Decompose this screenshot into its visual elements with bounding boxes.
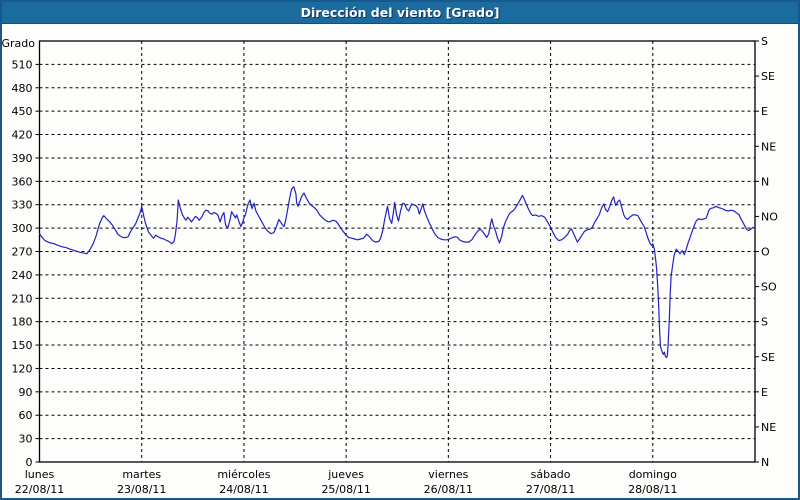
svg-text:27/08/11: 27/08/11 [526,483,575,496]
svg-text:420: 420 [12,129,33,142]
svg-text:90: 90 [19,386,33,399]
wind-direction-line [38,186,756,359]
svg-text:24/08/11: 24/08/11 [219,483,268,496]
svg-text:SE: SE [761,351,775,364]
svg-text:240: 240 [12,269,33,282]
chart-title: Dirección del viento [Grado] [300,5,500,20]
svg-text:210: 210 [12,292,33,305]
svg-text:E: E [761,105,768,118]
svg-text:N: N [761,175,769,188]
svg-text:martes: martes [122,468,161,481]
svg-text:390: 390 [12,152,33,165]
svg-text:N: N [761,456,769,469]
svg-text:domingo: domingo [629,468,677,481]
horizontal-gridlines [39,63,755,440]
svg-text:lunes: lunes [25,468,55,481]
svg-text:0: 0 [26,456,33,469]
svg-text:viernes: viernes [428,468,468,481]
svg-text:S: S [761,35,768,48]
svg-text:NE: NE [761,421,776,434]
svg-text:NO: NO [761,210,778,223]
y-axis-left: 0 30 60 90 120 150 180 210 240 270 300 330 360 390 420… [2,37,40,469]
svg-text:miércoles: miércoles [217,468,270,481]
svg-text:510: 510 [12,58,33,71]
svg-text:300: 300 [12,222,33,235]
svg-text:jueves: jueves [327,468,364,481]
svg-text:360: 360 [12,175,33,188]
svg-text:S: S [761,316,768,329]
svg-text:23/08/11: 23/08/11 [117,483,166,496]
svg-text:22/08/11: 22/08/11 [15,483,64,496]
svg-text:O: O [761,246,770,259]
wind-direction-chart-canvas: 0 30 60 90 120 150 180 210 240 270 300 330 360 390 420… [2,35,778,496]
svg-text:450: 450 [12,105,33,118]
svg-text:E: E [761,386,768,399]
svg-text:180: 180 [12,316,33,329]
svg-text:SE: SE [761,70,775,83]
svg-text:26/08/11: 26/08/11 [424,483,473,496]
svg-text:60: 60 [19,409,33,422]
svg-text:sábado: sábado [531,468,571,481]
svg-text:NE: NE [761,140,776,153]
svg-text:30: 30 [19,433,33,446]
svg-text:480: 480 [12,82,33,95]
y-axis-title: Grado [2,37,35,50]
x-axis-labels: lunes 22/08/11 martes 23/08/11 miércoles 24/0… [15,468,678,496]
svg-text:25/08/11: 25/08/11 [321,483,370,496]
svg-text:270: 270 [12,246,33,259]
svg-text:120: 120 [12,362,33,375]
svg-text:150: 150 [12,339,33,352]
y-axis-right: S SE E NE N NO O SO S SE E NE N [755,35,778,469]
svg-text:SO: SO [761,281,777,294]
svg-text:28/08/11: 28/08/11 [628,483,677,496]
chart-title-bar: Dirección del viento [Grado] [2,2,798,24]
vertical-gridlines [141,41,654,462]
svg-text:330: 330 [12,199,33,212]
